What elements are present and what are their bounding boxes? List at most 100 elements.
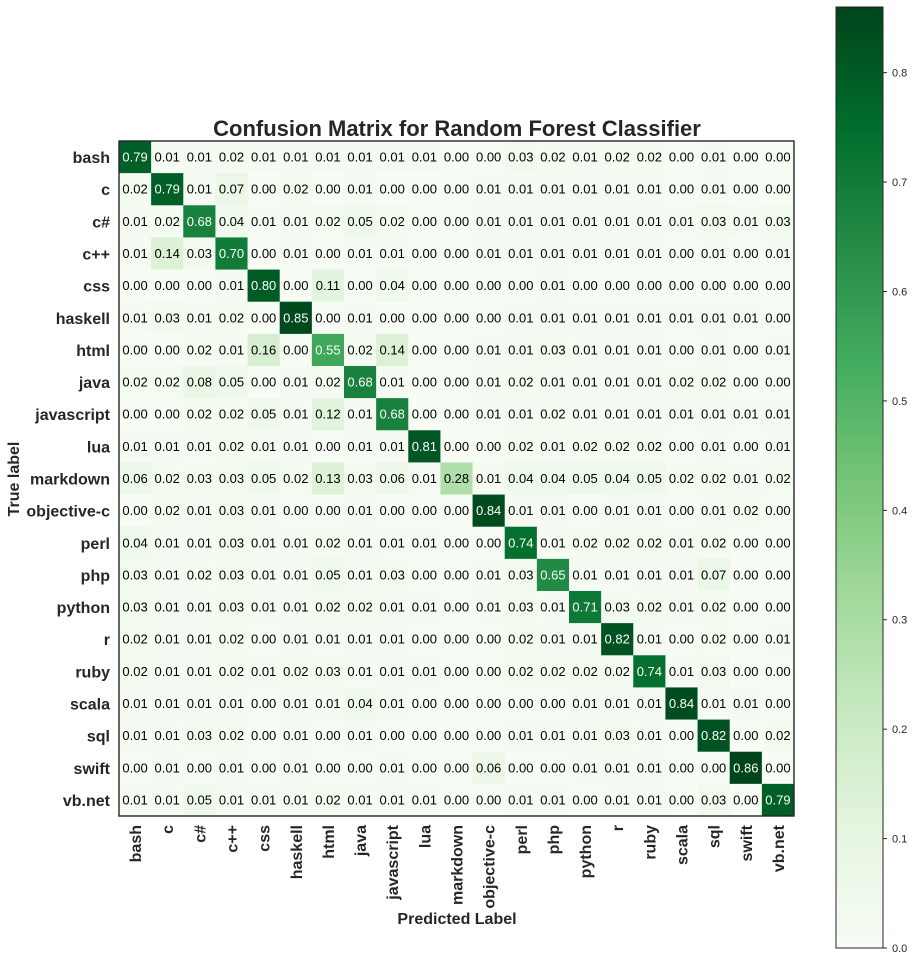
cell-value-label: 0.00: [765, 664, 790, 679]
matrix-cell: [311, 655, 345, 688]
matrix-cell: [279, 623, 313, 656]
matrix-cell: [183, 494, 216, 528]
matrix-cell: [279, 687, 313, 720]
cell-value-label: 0.02: [122, 632, 147, 647]
cell-value-label: 0.01: [187, 310, 212, 325]
matrix-cell: [729, 623, 763, 656]
matrix-cell: [569, 333, 602, 367]
cell-value-label: 0.01: [347, 535, 372, 550]
cell-value-label: 0.01: [315, 632, 340, 647]
matrix-cell: [376, 751, 409, 785]
cell-value-label: 0.02: [508, 375, 533, 390]
cell-value-label: 0.00: [476, 310, 501, 325]
cell-value-label: 0.86: [733, 760, 758, 775]
cell-value-label: 0.00: [412, 310, 437, 325]
cell-value-label: 0.00: [733, 278, 758, 293]
matrix-cell: [536, 269, 570, 303]
cell-value-label: 0.02: [155, 503, 180, 518]
cell-value-label: 0.05: [251, 407, 276, 422]
cell-value-label: 0.05: [219, 375, 244, 390]
matrix-cell: [440, 237, 473, 270]
matrix-cell: [151, 591, 184, 624]
cell-value-label: 0.00: [412, 728, 437, 743]
cell-value-label: 0.01: [637, 567, 662, 582]
cell-value-label: 0.03: [122, 567, 147, 582]
matrix-cell: [472, 494, 506, 528]
cell-value-label: 0.00: [315, 728, 340, 743]
cell-value-label: 0.00: [669, 278, 694, 293]
matrix-cell: [440, 205, 473, 238]
matrix-cell: [536, 623, 570, 656]
cell-value-label: 0.00: [765, 535, 790, 550]
cell-value-label: 0.03: [605, 728, 630, 743]
cell-value-label: 0.01: [155, 728, 180, 743]
cell-value-label: 0.01: [347, 728, 372, 743]
cell-value-label: 0.04: [347, 696, 372, 711]
matrix-cell: [247, 623, 281, 656]
matrix-cell: [376, 623, 409, 656]
matrix-cell: [729, 366, 763, 399]
y-tick-label: swift: [74, 761, 111, 778]
matrix-cell: [697, 269, 731, 303]
cell-value-label: 0.00: [444, 760, 469, 775]
cell-value-label: 0.00: [476, 439, 501, 454]
cell-value-label: 0.02: [122, 664, 147, 679]
matrix-cell: [633, 366, 666, 399]
cell-value-label: 0.01: [347, 182, 372, 197]
cell-value-label: 0.00: [347, 760, 372, 775]
cell-value-label: 0.01: [508, 182, 533, 197]
cell-value-label: 0.02: [540, 664, 565, 679]
matrix-cell: [376, 398, 409, 431]
cell-value-label: 0.00: [412, 246, 437, 261]
cell-value-label: 0.00: [444, 375, 469, 390]
cell-value-label: 0.02: [605, 150, 630, 165]
matrix-cell: [729, 173, 763, 206]
matrix-cell: [761, 687, 795, 720]
colorbar-tick-label: 0.5: [892, 396, 907, 408]
cell-value-label: 0.70: [219, 246, 244, 261]
cell-value-label: 0.00: [765, 600, 790, 615]
matrix-cell: [215, 205, 248, 238]
cell-value-label: 0.02: [637, 535, 662, 550]
cell-value-label: 0.03: [155, 310, 180, 325]
cell-value-label: 0.00: [669, 503, 694, 518]
cell-value-label: 0.04: [380, 278, 405, 293]
matrix-cell: [504, 462, 538, 495]
matrix-cell: [376, 141, 409, 174]
matrix-cell: [408, 783, 441, 817]
matrix-cell: [665, 301, 698, 335]
matrix-cell: [119, 366, 152, 399]
matrix-cell: [440, 719, 473, 753]
matrix-cell: [215, 173, 248, 206]
cell-value-label: 0.01: [347, 407, 372, 422]
matrix-cell: [601, 751, 634, 785]
cell-value-label: 0.04: [540, 471, 565, 486]
cell-value-label: 0.00: [733, 182, 758, 197]
cell-value-label: 0.00: [412, 760, 437, 775]
matrix-cell: [601, 462, 634, 495]
cell-value-label: 0.01: [572, 342, 597, 357]
matrix-cell: [472, 558, 506, 592]
cell-value-label: 0.01: [540, 728, 565, 743]
matrix-cell: [472, 141, 506, 174]
cell-value-label: 0.01: [572, 567, 597, 582]
cell-value-label: 0.02: [637, 439, 662, 454]
cell-value-label: 0.00: [637, 278, 662, 293]
matrix-cell: [761, 526, 795, 560]
matrix-cell: [215, 141, 248, 174]
cell-value-label: 0.01: [155, 535, 180, 550]
matrix-cell: [440, 366, 473, 399]
cell-value-label: 0.02: [637, 600, 662, 615]
cell-value-label: 0.02: [605, 535, 630, 550]
matrix-cell: [279, 333, 313, 367]
cell-value-label: 0.00: [733, 664, 758, 679]
cell-value-label: 0.00: [187, 760, 212, 775]
cell-value-label: 0.05: [187, 792, 212, 807]
matrix-cell: [376, 462, 409, 495]
cell-value-label: 0.01: [315, 696, 340, 711]
cell-value-label: 0.01: [476, 246, 501, 261]
cell-value-label: 0.01: [476, 407, 501, 422]
cell-value-label: 0.03: [187, 728, 212, 743]
matrix-cell: [697, 398, 731, 431]
y-tick-label: vb.net: [63, 793, 111, 810]
